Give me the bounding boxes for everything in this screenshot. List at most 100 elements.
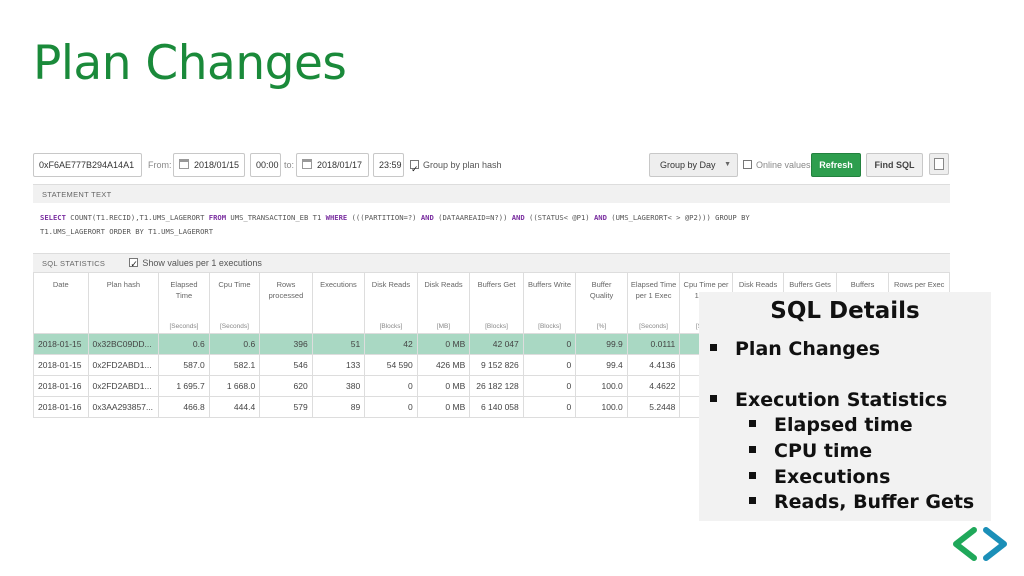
table-cell: 620 xyxy=(259,375,313,397)
table-cell: 0x32BC09DD... xyxy=(87,333,160,355)
column-header[interactable]: Elapsed Time [Seconds] xyxy=(158,272,210,334)
table-cell: 9 152 826 xyxy=(469,354,524,376)
table-cell: 0 xyxy=(364,375,418,397)
to-label: to: xyxy=(284,160,295,170)
table-cell: 2018-01-16 xyxy=(33,396,89,418)
table-cell: 0.6 xyxy=(158,333,210,355)
group-by-plan-hash-checkbox[interactable]: Group by plan hash xyxy=(410,153,502,181)
sql-line-1: SELECT COUNT(T1.RECID),T1.UMS_LAGERORT F… xyxy=(40,211,940,225)
table-cell: 587.0 xyxy=(158,354,210,376)
online-values-checkbox[interactable]: Online values xyxy=(743,153,811,177)
table-cell: 1 668.0 xyxy=(208,375,261,397)
column-unit: [Seconds] xyxy=(639,323,668,330)
column-unit: [Blocks] xyxy=(379,323,403,330)
table-cell: 100.0 xyxy=(575,396,628,418)
to-date-value: 2018/01/17 xyxy=(317,160,363,170)
column-header-label: Buffers Get xyxy=(477,280,516,289)
panel-item-execution-statistics: Execution Statistics xyxy=(710,389,947,411)
column-header[interactable]: Buffer Quality [%] xyxy=(575,272,628,334)
table-cell: 100.0 xyxy=(575,375,628,397)
show-per-exec-label: Show values per 1 executions xyxy=(142,258,262,268)
refresh-button[interactable]: Refresh xyxy=(811,153,861,177)
checkbox-icon xyxy=(743,160,752,169)
table-cell: 99.4 xyxy=(575,354,628,376)
sql-keyword: SELECT xyxy=(40,213,66,222)
table-cell: 26 182 128 xyxy=(469,375,524,397)
bullet-icon xyxy=(710,395,717,402)
column-header-label: Elapsed Time per 1 Exec xyxy=(630,280,677,300)
table-cell: 546 xyxy=(259,354,313,376)
table-cell: 5.2448 xyxy=(626,396,681,418)
column-header[interactable]: Elapsed Time per 1 Exec [Seconds] xyxy=(626,272,681,334)
table-cell: 6 140 058 xyxy=(469,396,524,418)
column-header[interactable]: Buffers Get [Blocks] xyxy=(469,272,524,334)
table-cell: 0 xyxy=(522,375,577,397)
table-cell: 2018-01-15 xyxy=(33,333,89,355)
group-by-select[interactable]: Group by Day ▼ xyxy=(649,153,738,177)
column-header[interactable]: Rows processed xyxy=(259,272,313,334)
column-header-label: Disk Reads xyxy=(424,280,463,289)
panel-subitem-label: Reads, Buffer Gets xyxy=(774,491,975,513)
panel-item-label: Execution Statistics xyxy=(735,389,948,411)
panel-subitem-elapsed: Elapsed time xyxy=(749,414,913,436)
table-cell: 0 xyxy=(522,396,577,418)
table-cell: 99.9 xyxy=(575,333,628,355)
column-header[interactable]: Disk Reads [MB] xyxy=(416,272,471,334)
table-cell: 0 xyxy=(522,354,577,376)
column-header[interactable]: Buffers Write [Blocks] xyxy=(522,272,577,334)
sql-keyword: WHERE xyxy=(325,213,348,222)
column-header[interactable]: Disk Reads [Blocks] xyxy=(364,272,418,334)
find-sql-button[interactable]: Find SQL xyxy=(866,153,923,177)
from-date-value: 2018/01/15 xyxy=(194,160,240,170)
statement-header: STATEMENT TEXT xyxy=(33,184,950,203)
column-header-label: Date xyxy=(52,280,69,289)
column-unit: [Blocks] xyxy=(538,323,561,330)
column-header[interactable]: Executions xyxy=(311,272,366,334)
bullet-icon xyxy=(749,472,756,479)
column-header-label: Elapsed Time xyxy=(170,280,198,300)
table-cell: 579 xyxy=(259,396,313,418)
sql-text: COUNT(T1.RECID),T1.UMS_LAGERORT xyxy=(65,213,209,222)
dropdown-icon: ▼ xyxy=(724,161,731,168)
table-cell: 0.6 xyxy=(208,333,261,355)
column-header[interactable]: Cpu Time [Seconds] xyxy=(208,272,261,334)
table-cell: 54 590 xyxy=(364,354,418,376)
sql-line-2: T1.UMS_LAGERORT ORDER BY T1.UMS_LAGERORT xyxy=(40,226,214,236)
to-time-input[interactable]: 23:59 xyxy=(373,153,404,177)
sql-keyword: AND xyxy=(511,213,525,222)
bullet-icon xyxy=(749,446,756,453)
from-date-input[interactable]: 2018/01/15 xyxy=(173,153,245,177)
sql-text: (UMS_LAGERORT< > @P2))) GROUP BY xyxy=(606,213,750,222)
table-cell: 0x2FD2ABD1... xyxy=(87,354,160,376)
panel-title: SQL Details xyxy=(770,298,920,324)
sql-keyword: AND xyxy=(593,213,607,222)
table-cell: 42 xyxy=(364,333,418,355)
stats-header-label: SQL STATISTICS xyxy=(42,259,106,268)
to-date-input[interactable]: 2018/01/17 xyxy=(296,153,369,177)
sql-text: (((PARTITION=?) xyxy=(347,213,421,222)
column-header[interactable]: Plan hash xyxy=(87,272,160,334)
column-header[interactable]: Date xyxy=(33,272,89,334)
sql-text: (DATAAREAID=N?)) xyxy=(433,213,512,222)
export-button[interactable] xyxy=(929,153,949,175)
table-cell: 0 xyxy=(522,333,577,355)
column-header-label: Buffers Gets xyxy=(789,280,831,289)
table-cell: 0 MB xyxy=(416,333,471,355)
slide-title: Plan Changes xyxy=(33,36,347,91)
table-cell: 426 MB xyxy=(416,354,471,376)
checkbox-icon xyxy=(410,157,419,181)
sql-id-input[interactable]: 0xF6AE777B294A14A1 xyxy=(33,153,142,177)
table-cell: 396 xyxy=(259,333,313,355)
table-cell: 89 xyxy=(311,396,366,418)
sql-details-panel: SQL Details Plan Changes Execution Stati… xyxy=(699,292,991,521)
table-cell: 51 xyxy=(311,333,366,355)
table-cell: 133 xyxy=(311,354,366,376)
table-cell: 466.8 xyxy=(158,396,210,418)
show-per-exec-checkbox[interactable]: Show values per 1 executions xyxy=(129,255,262,274)
column-header-label: Executions xyxy=(320,280,357,289)
from-time-input[interactable]: 00:00 xyxy=(250,153,281,177)
calendar-icon xyxy=(179,159,189,169)
stats-header: SQL STATISTICS Show values per 1 executi… xyxy=(33,253,950,274)
table-cell: 0 xyxy=(364,396,418,418)
table-cell: 2018-01-15 xyxy=(33,354,89,376)
